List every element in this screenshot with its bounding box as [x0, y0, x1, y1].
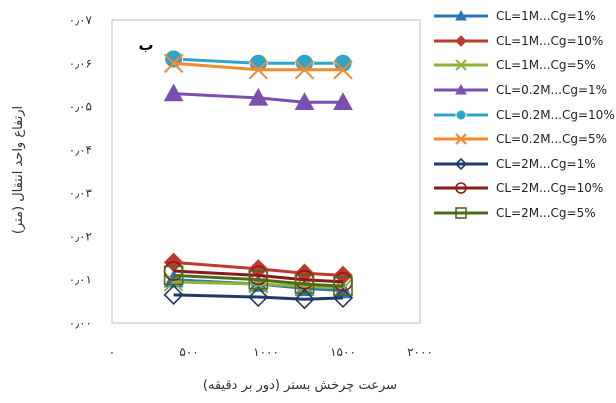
series-line — [173, 92, 343, 104]
data-point — [294, 289, 315, 310]
legend-label: CL=1M...Cg=1% — [496, 9, 596, 24]
legend-label: CL=0.2M...Cg=5% — [496, 132, 608, 147]
legend-label: CL=0.2M...Cg=1% — [496, 83, 608, 98]
data-point — [333, 60, 353, 80]
series-line — [173, 269, 344, 284]
legend-swatch — [434, 207, 488, 219]
legend-item: CL=1M...Cg=5% — [432, 53, 616, 78]
y-tick-label: ۰٫۰۴ — [69, 143, 92, 157]
series-5 — [164, 49, 353, 73]
legend-label: CL=1M...Cg=10% — [496, 33, 604, 48]
y-tick-label: ۰٫۰۲ — [69, 229, 92, 243]
y-tick-label: ۰٫۰۵ — [69, 100, 92, 114]
legend-label: CL=1M...Cg=5% — [496, 58, 596, 73]
legend-item: CL=0.2M...Cg=10% — [432, 102, 616, 127]
y-tick-label: ۰٫۰۶ — [69, 56, 92, 70]
y-tick-label: ۰٫۰۱ — [69, 273, 92, 287]
data-point — [294, 60, 315, 80]
legend-item: CL=2M...Cg=10% — [432, 176, 616, 201]
legend-swatch — [434, 109, 488, 121]
data-point — [163, 83, 184, 102]
legend-label: CL=0.2M...Cg=10% — [496, 107, 615, 122]
legend-marker — [455, 59, 467, 72]
legend-swatch — [434, 157, 488, 170]
legend-swatch — [434, 84, 488, 95]
series-9 — [163, 265, 353, 297]
series-4 — [163, 83, 353, 110]
series-line — [173, 280, 344, 290]
y-tick-label: ۰٫۰۰ — [69, 316, 92, 330]
legend-marker — [455, 133, 467, 145]
series-6 — [163, 53, 353, 80]
legend-item: CL=0.2M...Cg=5% — [432, 127, 616, 152]
data-point — [294, 274, 315, 294]
legend-marker — [455, 84, 467, 95]
plot-border — [111, 19, 421, 324]
legend-label: CL=2M...Cg=10% — [496, 181, 604, 196]
series-line — [173, 293, 344, 301]
chart-legend: CL=1M...Cg=1% CL=1M...Cg=10% CL=1M...Cg=5%… — [432, 4, 616, 225]
panel-label: ب — [138, 36, 153, 54]
legend-marker — [454, 157, 468, 170]
series-line — [173, 61, 343, 72]
legend-swatch — [434, 182, 488, 195]
x-tick-label: ۱۰۰۰ — [253, 345, 279, 359]
data-point — [333, 265, 353, 286]
x-tick-label: ۵۰۰ — [179, 345, 198, 359]
x-tick-label: ۱۵۰۰ — [330, 345, 356, 359]
y-tick-label: ۰٫۰۳ — [69, 186, 93, 200]
data-point — [248, 87, 269, 106]
data-point — [294, 263, 315, 283]
legend-label: CL=2M...Cg=5% — [496, 206, 596, 221]
series-line — [173, 57, 343, 65]
legend-item: CL=1M...Cg=1% — [432, 4, 616, 29]
legend-marker — [455, 10, 467, 21]
legend-label: CL=2M...Cg=1% — [496, 156, 596, 171]
legend-swatch — [434, 133, 488, 145]
legend-swatch — [434, 10, 488, 21]
data-point — [248, 53, 268, 73]
legend-swatch — [434, 59, 488, 72]
data-point — [333, 92, 353, 110]
legend-item: CL=1M...Cg=10% — [432, 29, 616, 54]
data-point — [248, 60, 269, 80]
legend-item: CL=2M...Cg=1% — [432, 152, 616, 177]
legend-marker — [455, 182, 467, 195]
data-point — [333, 53, 353, 73]
legend-marker — [455, 207, 467, 219]
y-tick-label: ۰٫۰۷ — [69, 13, 93, 27]
data-point — [294, 92, 315, 110]
data-point — [248, 286, 269, 308]
legend-item: CL=2M...Cg=5% — [432, 201, 616, 226]
x-axis-title: سرعت چرخش بستر (دور بر دقیقه) — [203, 378, 397, 393]
legend-item: CL=0.2M...Cg=1% — [432, 78, 616, 103]
series-2 — [163, 252, 353, 286]
data-point — [163, 284, 184, 305]
y-axis-title: ارتفاع واحد انتقال (متر) — [11, 106, 26, 234]
data-point — [248, 259, 269, 279]
x-tick-label: ۲۰۰۰ — [407, 345, 433, 359]
legend-marker — [455, 35, 467, 47]
legend-swatch — [434, 35, 488, 47]
data-point — [248, 269, 269, 290]
series-line — [173, 273, 344, 288]
series-line — [173, 260, 344, 277]
data-point — [163, 53, 184, 73]
data-point — [163, 265, 184, 286]
x-tick-label: ۰ — [109, 345, 115, 359]
data-point — [333, 276, 353, 297]
legend-marker — [455, 109, 467, 121]
data-point — [295, 53, 314, 73]
